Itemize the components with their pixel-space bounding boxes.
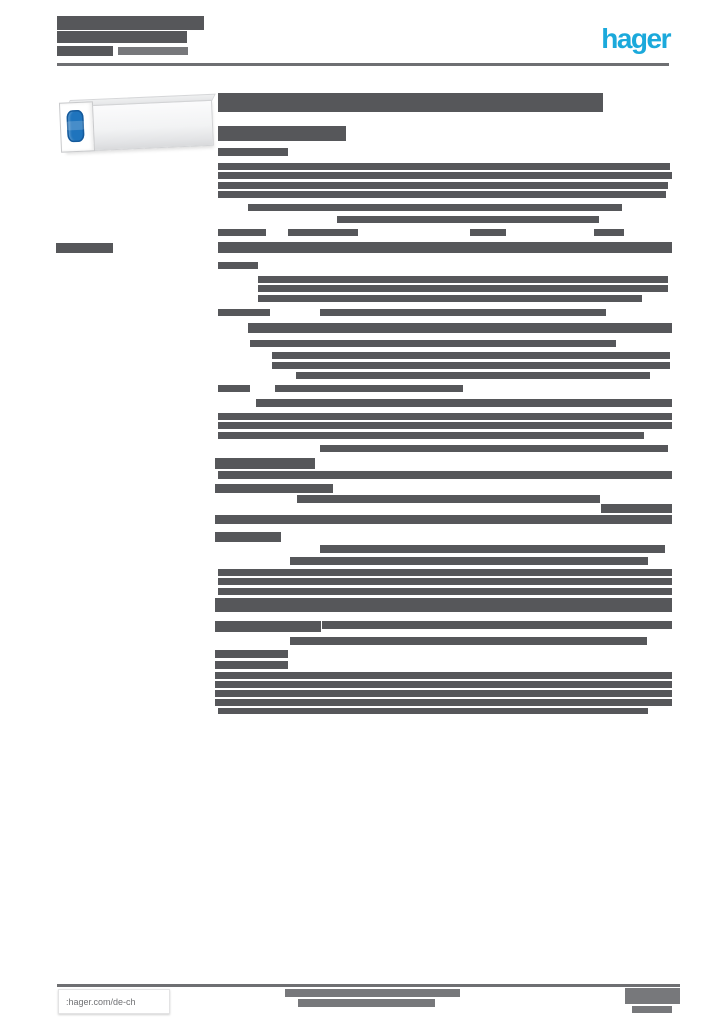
redacted-text-bar (218, 385, 250, 392)
redacted-text-bar (218, 242, 672, 253)
redacted-text-bar (218, 148, 288, 156)
redacted-text-bar (290, 557, 648, 565)
redacted-text-bar (218, 309, 270, 316)
redacted-text-bar (298, 999, 435, 1007)
redacted-text-bar (57, 31, 187, 43)
redacted-text-bar (118, 47, 188, 55)
redacted-text-bar (215, 699, 672, 706)
hager-logo: hager (601, 23, 671, 54)
redacted-text-bar (248, 323, 672, 333)
redacted-text-bar (57, 16, 204, 30)
redacted-text-bar (218, 708, 648, 714)
redacted-text-bar (290, 637, 647, 645)
redacted-text-bar (258, 285, 668, 292)
redacted-text-bar (320, 545, 665, 553)
redacted-text-bar (322, 621, 672, 629)
redacted-text-bar (215, 661, 288, 669)
redacted-text-bar (56, 243, 113, 253)
redacted-text-bar (218, 578, 672, 585)
redacted-text-bar (258, 295, 642, 302)
redacted-text-bar (625, 988, 680, 1004)
redacted-text-bar (218, 471, 672, 479)
redacted-text-bar (218, 172, 672, 179)
redacted-text-bar (248, 204, 622, 211)
redacted-text-bar (215, 681, 672, 688)
redacted-text-bar (601, 504, 672, 513)
redacted-text-bar (215, 532, 281, 542)
footer-website-link[interactable]: :hager.com/de-ch (58, 989, 170, 1014)
redacted-text-bar (218, 229, 266, 236)
redacted-text-bar (218, 413, 672, 420)
redacted-text-bar (594, 229, 624, 236)
redacted-text-bar (272, 352, 670, 359)
redacted-text-bar (470, 229, 506, 236)
trunking-end-face (58, 101, 96, 153)
redacted-text-bar (215, 690, 672, 697)
redacted-text-bar (218, 432, 644, 439)
redacted-text-bar (218, 569, 672, 576)
redacted-text-bar (250, 340, 616, 347)
redacted-text-bar (275, 385, 463, 392)
redacted-text-bar (297, 495, 600, 503)
redacted-text-bar (218, 191, 666, 198)
redacted-text-bar (218, 163, 670, 170)
redacted-text-bar (215, 621, 321, 632)
redacted-text-bar (218, 93, 603, 112)
trunking-blue-clip (66, 109, 85, 143)
redacted-text-bar (632, 1006, 672, 1013)
redacted-text-bar (218, 588, 672, 595)
redacted-text-bar (218, 262, 258, 269)
redacted-text-bar (258, 276, 668, 283)
redacted-text-bar (296, 372, 650, 379)
redacted-text-bar (285, 989, 460, 997)
redacted-text-bar (215, 458, 315, 469)
redacted-text-bar (320, 445, 668, 452)
redacted-text-bar (337, 216, 599, 223)
redacted-text-bar (288, 229, 358, 236)
redacted-text-bar (57, 46, 113, 56)
header-divider (57, 63, 669, 66)
redacted-text-bar (256, 399, 672, 407)
redacted-text-bar (320, 309, 606, 316)
redacted-text-bar (215, 515, 672, 524)
footer-divider (57, 984, 680, 987)
redacted-text-bar (272, 362, 670, 369)
redacted-text-bar (215, 672, 672, 679)
redacted-text-bar (215, 650, 288, 658)
redacted-text-bar (215, 598, 672, 612)
product-photo-mini-trunking (57, 88, 216, 173)
redacted-text-bar (218, 182, 668, 189)
redacted-text-bar (218, 422, 672, 429)
redacted-text-bar (215, 484, 333, 493)
redacted-text-bar (218, 126, 346, 141)
